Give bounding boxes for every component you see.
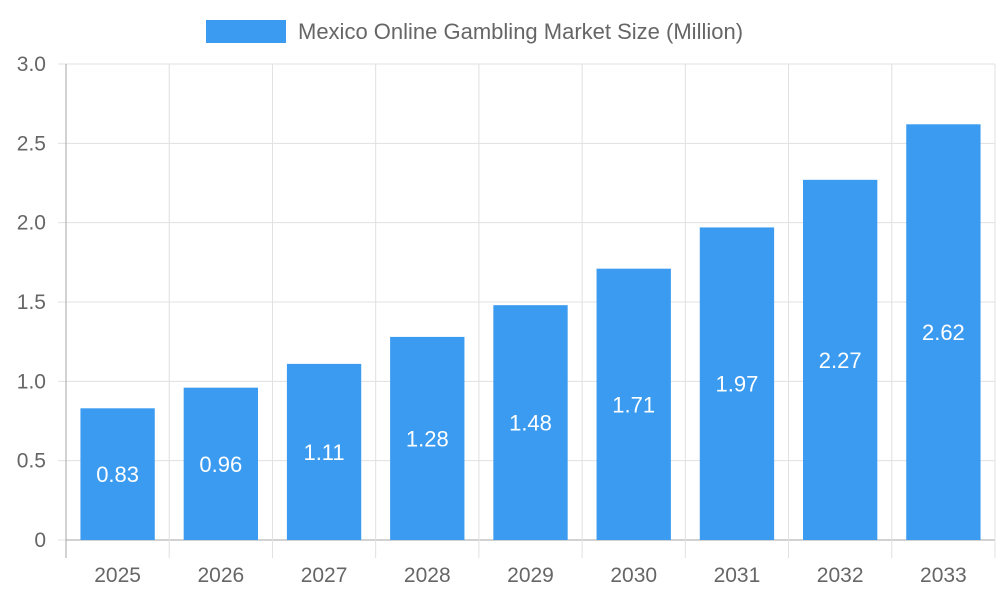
data-label: 1.11: [303, 440, 344, 465]
legend: Mexico Online Gambling Market Size (Mill…: [206, 19, 743, 44]
x-tick-label: 2027: [301, 564, 348, 587]
data-label-layer: 0.83 0.96 1.11 1.28 1.48 1.71 1.97 2.27 2.62: [96, 320, 965, 487]
axis-layer: 0 0.5 1.0 1.5 2.0 2.5 3.0 2025 2026 2027 2028 2029 2…: [17, 53, 967, 587]
y-tick-label: 1.0: [17, 370, 46, 393]
data-label: 0.96: [199, 452, 242, 477]
bar: [699, 227, 775, 540]
bar: [803, 179, 878, 540]
data-label: 1.97: [716, 372, 759, 397]
y-tick-label: 0: [34, 529, 46, 552]
bar: [80, 408, 155, 540]
y-tick-label: 2.0: [17, 212, 46, 235]
x-tick-label: 2033: [920, 564, 967, 587]
bar-layer: [80, 124, 981, 540]
data-label: 0.83: [96, 462, 139, 487]
bar: [493, 305, 568, 540]
x-tick-label: 2029: [507, 564, 554, 587]
bar: [286, 363, 362, 540]
legend-label: Mexico Online Gambling Market Size (Mill…: [298, 19, 743, 44]
bar: [906, 124, 981, 540]
x-tick-label: 2026: [197, 564, 244, 587]
data-label: 1.28: [406, 426, 449, 451]
data-label: 2.62: [922, 320, 965, 345]
legend-swatch: [206, 20, 286, 43]
y-tick-label: 1.5: [17, 291, 46, 314]
data-label: 2.27: [819, 348, 862, 373]
x-tick-label: 2028: [404, 564, 451, 587]
y-tick-label: 2.5: [17, 132, 46, 155]
bar: [596, 268, 671, 540]
grid-layer: [65, 63, 996, 558]
data-label: 1.48: [509, 411, 552, 436]
y-tick-label: 3.0: [17, 53, 46, 76]
x-tick-label: 2030: [610, 564, 657, 587]
x-tick-label: 2025: [94, 564, 141, 587]
y-tick-label: 0.5: [17, 450, 46, 473]
data-label: 1.71: [612, 392, 655, 417]
bar: [390, 336, 465, 540]
bar: [183, 387, 258, 540]
x-tick-label: 2032: [817, 564, 864, 587]
x-tick-label: 2031: [714, 564, 761, 587]
